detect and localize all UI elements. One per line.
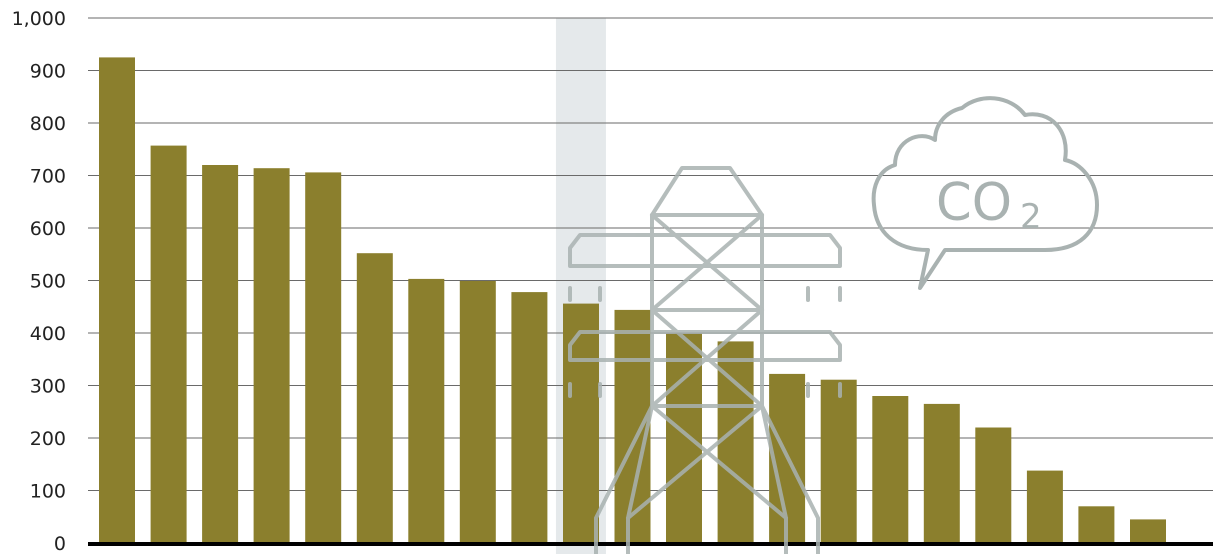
y-tick-label: 100 xyxy=(30,481,66,503)
y-tick-label: 0 xyxy=(54,533,66,554)
bar xyxy=(820,379,857,543)
bar xyxy=(975,427,1012,543)
y-tick-label: 800 xyxy=(30,113,66,135)
y-tick-label: 500 xyxy=(30,271,66,293)
y-axis-tick-labels: 0 100 200 300 400 500 600 700 800 900 1,000 xyxy=(12,8,66,554)
co2-subscript: 2 xyxy=(1020,197,1042,237)
co2-label: CO xyxy=(936,173,1012,233)
transmission-tower-icon xyxy=(568,166,842,554)
bar xyxy=(202,165,239,543)
bar xyxy=(872,396,909,543)
bar xyxy=(253,168,290,543)
bar xyxy=(1130,519,1166,543)
bar-series xyxy=(99,57,1166,544)
y-tick-label: 700 xyxy=(30,166,66,188)
bar xyxy=(356,253,393,543)
bar xyxy=(923,403,960,543)
bar xyxy=(99,57,135,544)
y-tick-label: 600 xyxy=(30,218,66,240)
y-tick-label: 200 xyxy=(30,428,66,450)
co2-cloud-icon: CO 2 xyxy=(871,96,1099,290)
bar xyxy=(563,303,599,543)
y-tick-label: 900 xyxy=(30,61,66,83)
bar xyxy=(1026,470,1063,543)
bar xyxy=(1078,506,1115,544)
y-tick-label: 300 xyxy=(30,376,66,398)
bar xyxy=(305,172,342,543)
bar xyxy=(408,278,445,543)
y-tick-label: 1,000 xyxy=(12,8,66,30)
bar xyxy=(150,145,187,543)
bar xyxy=(459,281,496,543)
y-tick-label: 400 xyxy=(30,323,66,345)
bar xyxy=(614,309,651,543)
bar xyxy=(511,292,548,543)
